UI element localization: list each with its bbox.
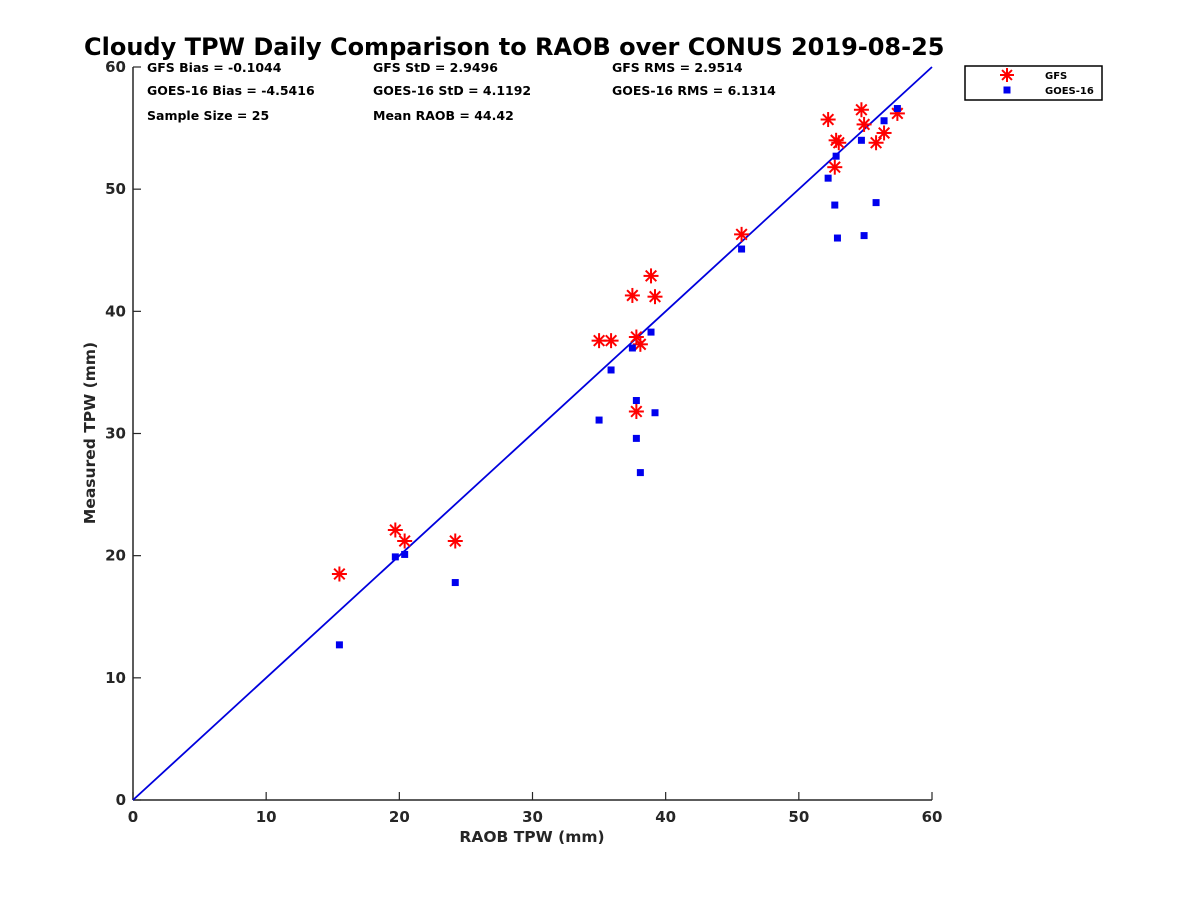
goes16-point: [893, 105, 901, 113]
x-tick-label: 50: [788, 808, 809, 826]
stats-block: GFS Bias = -0.1044 GFS StD = 2.9496 GFS …: [147, 60, 776, 123]
goes16-point: [860, 232, 868, 240]
x-tick-label: 40: [655, 808, 676, 826]
legend-goes16-marker: [1003, 86, 1011, 94]
stat-gfs-bias: GFS Bias = -0.1044: [147, 60, 282, 75]
x-tick-label: 30: [522, 808, 543, 826]
legend-box: [964, 65, 1103, 101]
gfs-point: [331, 566, 347, 582]
goes16-point: [831, 201, 839, 209]
goes16-point: [451, 579, 459, 587]
x-axis-label: RAOB TPW (mm): [459, 828, 604, 846]
legend-goes16-square: [1003, 86, 1011, 94]
y-tick-label: 20: [105, 547, 126, 565]
y-tick-label: 10: [105, 669, 126, 687]
goes16-point: [391, 553, 399, 561]
chart-title: Cloudy TPW Daily Comparison to RAOB over…: [84, 33, 944, 61]
legend: GFS GOES-16: [964, 65, 1103, 101]
stat-goes-rms: GOES-16 RMS = 6.1314: [612, 83, 776, 98]
gfs-point: [447, 533, 463, 549]
y-tick-label: 60: [105, 58, 126, 76]
gfs-point: [628, 404, 644, 420]
gfs-point: [856, 116, 872, 132]
x-tick-label: 20: [389, 808, 410, 826]
gfs-point: [853, 102, 869, 118]
gfs-point: [643, 268, 659, 284]
legend-gfs-marker: [1000, 68, 1014, 82]
y-tick-label: 0: [116, 791, 126, 809]
legend-goes16-label: GOES-16: [1045, 86, 1094, 97]
stat-gfs-rms: GFS RMS = 2.9514: [612, 60, 743, 75]
reference-line-group: [132, 66, 933, 801]
y-tick-label: 50: [105, 180, 126, 198]
axes: 0 10 20 30 40 50 60 0 10 20 30 40 50 60: [105, 58, 942, 826]
gfs-point: [827, 159, 843, 175]
goes16-point: [401, 550, 409, 558]
goes16-point: [824, 174, 832, 182]
legend-gfs-label: GFS: [1045, 71, 1067, 82]
gfs-point: [820, 112, 836, 128]
gfs-point: [603, 333, 619, 349]
goes16-point: [872, 199, 880, 207]
gfs-point: [632, 336, 648, 352]
y-tick-label: 30: [105, 425, 126, 443]
x-tick-label: 10: [256, 808, 277, 826]
y-tick-label: 40: [105, 302, 126, 320]
gfs-point: [647, 289, 663, 305]
goes16-point: [607, 366, 615, 374]
gfs-point: [387, 522, 403, 538]
goes16-point: [833, 234, 841, 242]
gfs-point: [624, 287, 640, 303]
gfs-point: [876, 125, 892, 141]
series-goes16: [335, 105, 901, 649]
goes16-point: [628, 344, 636, 352]
goes16-point: [738, 245, 746, 253]
goes16-point: [647, 328, 655, 336]
stat-gfs-std: GFS StD = 2.9496: [373, 60, 498, 75]
goes16-point: [651, 409, 659, 417]
stat-goes-std: GOES-16 StD = 4.1192: [373, 83, 531, 98]
gfs-point: [868, 135, 884, 151]
goes16-point: [335, 641, 343, 649]
gfs-point: [734, 226, 750, 242]
series-gfs: [331, 102, 905, 582]
goes16-point: [832, 152, 840, 160]
goes16-point: [857, 136, 865, 144]
goes16-point: [636, 469, 644, 477]
gfs-point: [397, 533, 413, 549]
stat-sample-size: Sample Size = 25: [147, 108, 269, 123]
one-to-one-line: [132, 66, 933, 801]
goes16-point: [632, 397, 640, 405]
legend-gfs-asterisk: [1000, 68, 1014, 82]
gfs-point: [831, 135, 847, 151]
goes16-point: [595, 416, 603, 424]
goes16-point: [880, 117, 888, 125]
stat-goes-bias: GOES-16 Bias = -4.5416: [147, 83, 315, 98]
goes16-point: [632, 434, 640, 442]
x-tick-label: 0: [128, 808, 138, 826]
gfs-point: [889, 105, 905, 121]
x-tick-label: 60: [922, 808, 943, 826]
stat-mean-raob: Mean RAOB = 44.42: [373, 108, 514, 123]
y-axis-label: Measured TPW (mm): [81, 342, 99, 524]
